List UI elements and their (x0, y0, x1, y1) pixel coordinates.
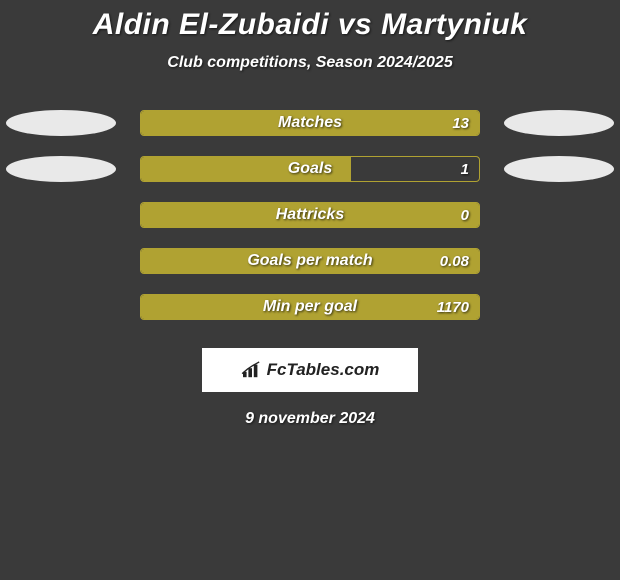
stat-label: Min per goal (141, 295, 479, 319)
date-text: 9 november 2024 (0, 410, 620, 428)
stat-label: Hattricks (141, 203, 479, 227)
page-title: Aldin El-Zubaidi vs Martyniuk (0, 8, 620, 42)
comparison-card: Aldin El-Zubaidi vs Martyniuk Club compe… (0, 0, 620, 428)
stat-row: Goals1 (0, 156, 620, 182)
left-ellipse (6, 156, 116, 182)
stat-row: Hattricks0 (0, 202, 620, 228)
bar-chart-icon (241, 361, 263, 379)
stat-row: Goals per match0.08 (0, 248, 620, 274)
stat-row: Matches13 (0, 110, 620, 136)
logo-badge[interactable]: FcTables.com (202, 348, 418, 392)
stat-bar: Goals1 (140, 156, 480, 182)
stat-row: Min per goal1170 (0, 294, 620, 320)
subtitle: Club competitions, Season 2024/2025 (0, 54, 620, 72)
stat-value: 1170 (437, 295, 469, 319)
stat-bar: Hattricks0 (140, 202, 480, 228)
logo-text: FcTables.com (267, 360, 380, 380)
stat-rows: Matches13 Goals1 Hattricks0 Goals per match… (0, 110, 620, 320)
stat-label: Goals per match (141, 249, 479, 273)
stat-value: 0.08 (440, 249, 469, 273)
stat-label: Goals (141, 157, 479, 181)
stat-value: 1 (461, 157, 469, 181)
stat-bar: Matches13 (140, 110, 480, 136)
stat-value: 0 (461, 203, 469, 227)
stat-label: Matches (141, 111, 479, 135)
stat-bar: Min per goal1170 (140, 294, 480, 320)
stat-value: 13 (452, 111, 469, 135)
right-ellipse (504, 156, 614, 182)
logo-inner: FcTables.com (241, 360, 380, 380)
stat-bar: Goals per match0.08 (140, 248, 480, 274)
right-ellipse (504, 110, 614, 136)
left-ellipse (6, 110, 116, 136)
